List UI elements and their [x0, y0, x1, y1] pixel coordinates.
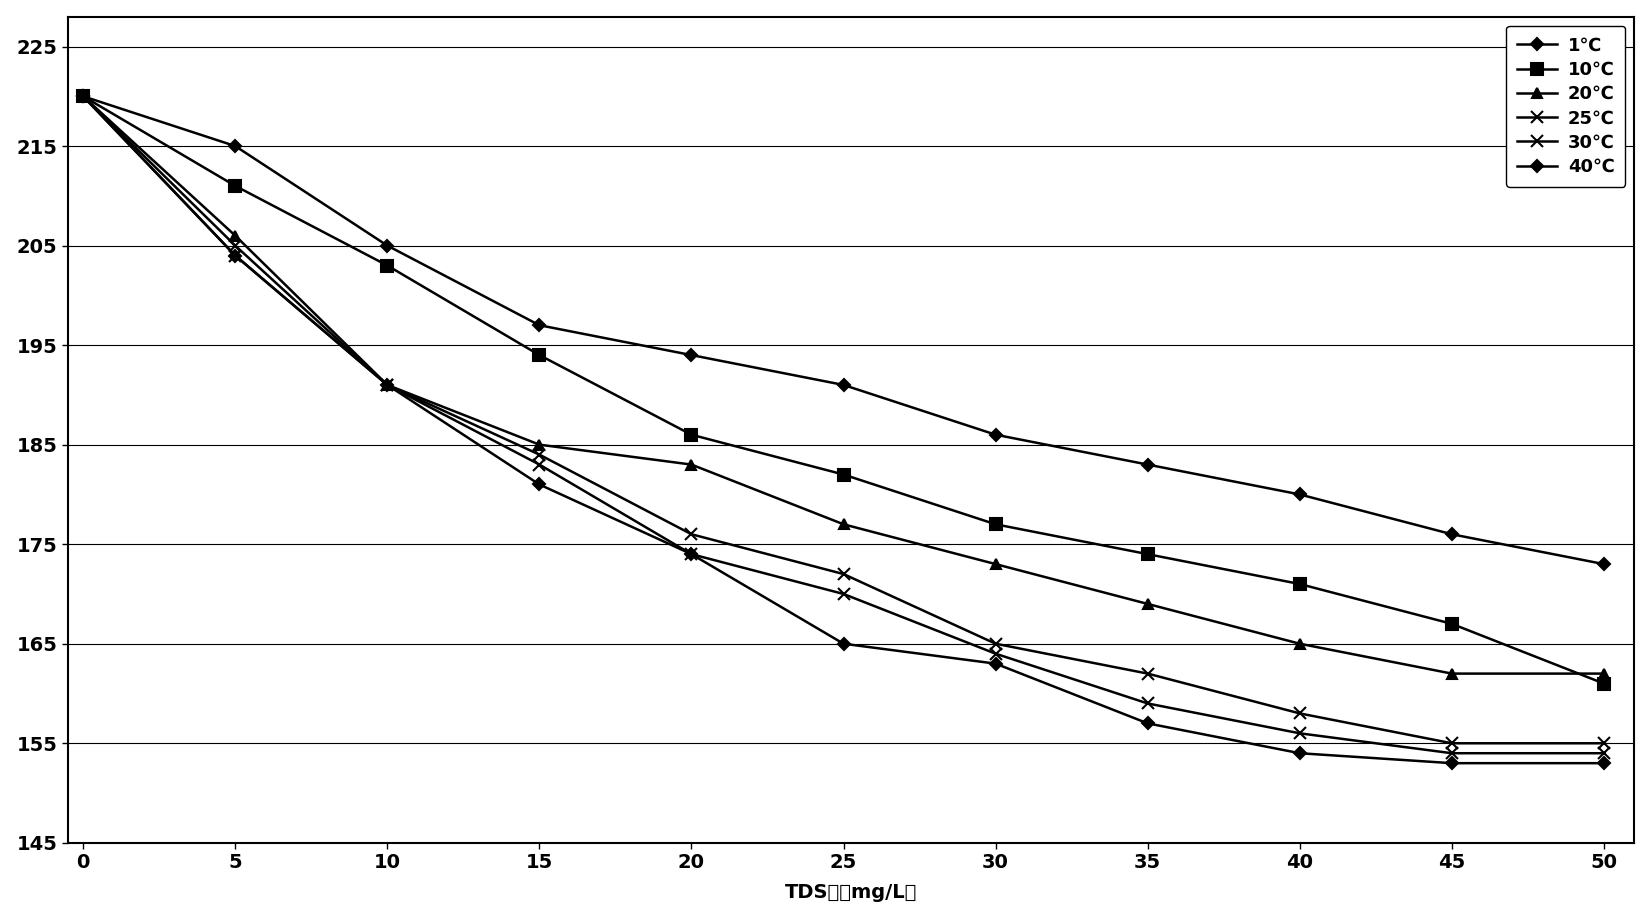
30℃: [682, 549, 702, 560]
30℃: [834, 588, 854, 599]
25℃: [1593, 738, 1613, 749]
30℃: [1138, 698, 1157, 709]
10℃: [1441, 618, 1461, 630]
1℃: [986, 429, 1005, 440]
20℃: [378, 380, 398, 391]
30℃: [1441, 748, 1461, 759]
25℃: [225, 240, 244, 251]
1℃: [530, 320, 550, 331]
1℃: [1441, 528, 1461, 539]
30℃: [225, 250, 244, 261]
30℃: [530, 460, 550, 471]
10℃: [225, 180, 244, 191]
40℃: [225, 250, 244, 261]
40℃: [378, 380, 398, 391]
10℃: [378, 260, 398, 271]
40℃: [1289, 748, 1309, 759]
Line: 10℃: 10℃: [78, 91, 1610, 689]
1℃: [1138, 460, 1157, 471]
Legend: 1℃, 10℃, 20℃, 25℃, 30℃, 40℃: 1℃, 10℃, 20℃, 25℃, 30℃, 40℃: [1506, 26, 1625, 187]
25℃: [986, 638, 1005, 649]
1℃: [73, 91, 92, 102]
25℃: [378, 380, 398, 391]
Line: 20℃: 20℃: [78, 91, 1608, 678]
25℃: [1289, 708, 1309, 719]
10℃: [73, 91, 92, 102]
1℃: [225, 141, 244, 152]
20℃: [73, 91, 92, 102]
10℃: [986, 519, 1005, 530]
30℃: [986, 648, 1005, 659]
20℃: [1289, 638, 1309, 649]
10℃: [530, 349, 550, 360]
10℃: [834, 469, 854, 480]
20℃: [682, 460, 702, 471]
25℃: [834, 569, 854, 580]
Line: 30℃: 30℃: [78, 90, 1610, 759]
40℃: [682, 549, 702, 560]
20℃: [1138, 598, 1157, 609]
25℃: [1441, 738, 1461, 749]
20℃: [530, 439, 550, 450]
40℃: [1593, 757, 1613, 768]
1℃: [1593, 559, 1613, 570]
1℃: [378, 240, 398, 251]
25℃: [73, 91, 92, 102]
30℃: [73, 91, 92, 102]
1℃: [1289, 489, 1309, 500]
20℃: [225, 230, 244, 241]
10℃: [1593, 678, 1613, 689]
25℃: [530, 449, 550, 460]
30℃: [1593, 748, 1613, 759]
40℃: [986, 658, 1005, 669]
40℃: [1138, 718, 1157, 729]
10℃: [682, 429, 702, 440]
40℃: [530, 479, 550, 490]
Line: 25℃: 25℃: [78, 90, 1610, 750]
40℃: [834, 638, 854, 649]
25℃: [682, 528, 702, 539]
40℃: [73, 91, 92, 102]
20℃: [986, 559, 1005, 570]
1℃: [834, 380, 854, 391]
20℃: [834, 519, 854, 530]
30℃: [1289, 728, 1309, 739]
30℃: [378, 380, 398, 391]
10℃: [1138, 549, 1157, 560]
20℃: [1441, 668, 1461, 679]
Line: 1℃: 1℃: [79, 92, 1608, 568]
25℃: [1138, 668, 1157, 679]
X-axis label: TDS値（mg/L）: TDS値（mg/L）: [784, 883, 918, 902]
10℃: [1289, 578, 1309, 589]
Line: 40℃: 40℃: [79, 92, 1608, 767]
20℃: [1593, 668, 1613, 679]
1℃: [682, 349, 702, 360]
40℃: [1441, 757, 1461, 768]
